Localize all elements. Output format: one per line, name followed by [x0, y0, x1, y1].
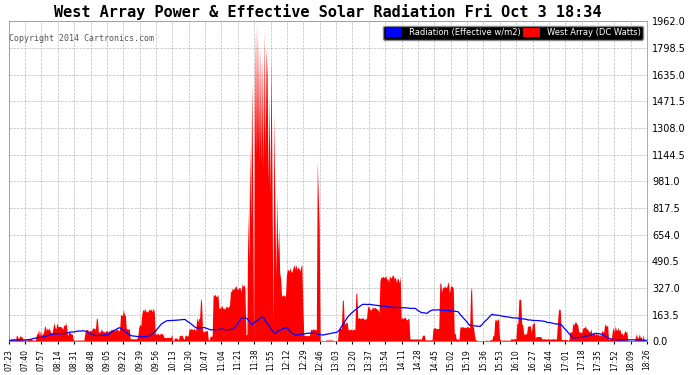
Title: West Array Power & Effective Solar Radiation Fri Oct 3 18:34: West Array Power & Effective Solar Radia…	[54, 4, 602, 20]
Text: Copyright 2014 Cartronics.com: Copyright 2014 Cartronics.com	[9, 34, 155, 43]
Legend: Radiation (Effective w/m2), West Array (DC Watts): Radiation (Effective w/m2), West Array (…	[383, 26, 643, 40]
